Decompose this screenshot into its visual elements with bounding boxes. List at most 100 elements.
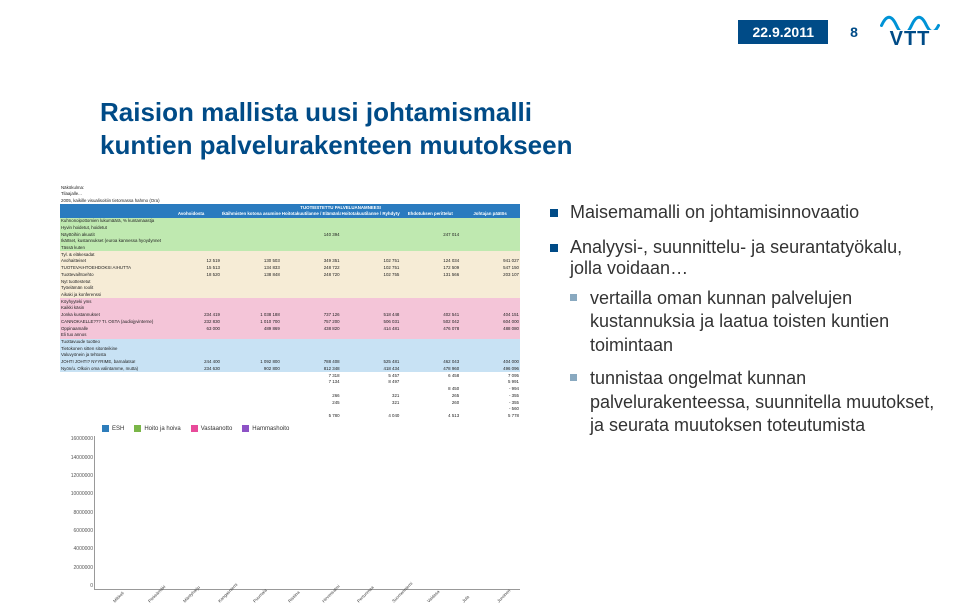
table-cell bbox=[221, 218, 281, 225]
table-cell bbox=[221, 386, 281, 393]
table-cell bbox=[161, 412, 221, 419]
table-cell bbox=[221, 251, 281, 258]
table-cell: 6 458 bbox=[400, 372, 460, 379]
table-cell: 525 481 bbox=[341, 359, 401, 366]
table-cell: 18 520 bbox=[161, 271, 221, 278]
table-cell bbox=[460, 292, 520, 299]
table-cell: 4 040 bbox=[341, 412, 401, 419]
table-cell bbox=[341, 244, 401, 251]
table-row-label: Hyvin hoidetut, hoidetut bbox=[60, 224, 161, 231]
table-cell bbox=[221, 332, 281, 339]
table-cell bbox=[400, 305, 460, 312]
table-cell: 404 151 bbox=[460, 312, 520, 319]
xtick: Jula bbox=[461, 593, 472, 604]
table-row-label: Tuottevaihtoehto bbox=[60, 271, 161, 278]
ytick: 4000000 bbox=[61, 546, 93, 552]
table-cell bbox=[460, 345, 520, 352]
table-cell bbox=[161, 191, 221, 198]
table-row-label: Kaikki käsin bbox=[60, 305, 161, 312]
ytick: 12000000 bbox=[61, 473, 93, 479]
table-cell: 496 096 bbox=[460, 365, 520, 372]
table-cell bbox=[161, 231, 221, 238]
table-row-label bbox=[60, 412, 161, 419]
content-row: Näkökulma:Tilaajalle...2005, kaikille vi… bbox=[60, 184, 936, 605]
table-cell: 102 751 bbox=[341, 265, 401, 272]
table-cell bbox=[400, 251, 460, 258]
table-cell bbox=[400, 332, 460, 339]
table-cell bbox=[221, 298, 281, 305]
table-cell bbox=[460, 298, 520, 305]
table-row-label bbox=[60, 392, 161, 399]
table-cell bbox=[281, 298, 341, 305]
table-cell bbox=[161, 345, 221, 352]
table-cell: 5 778 bbox=[460, 412, 520, 419]
xtick: Hirvensalmi bbox=[321, 593, 332, 604]
table-cell bbox=[161, 285, 221, 292]
table-cell: 502 042 bbox=[400, 318, 460, 325]
table-cell bbox=[281, 285, 341, 292]
table-cell bbox=[161, 392, 221, 399]
vtt-logo-text: VTT bbox=[890, 28, 931, 51]
table-row-label: Näyttöihin akuutit bbox=[60, 231, 161, 238]
bullet-list-level2: vertailla oman kunnan palvelujen kustann… bbox=[570, 287, 936, 437]
table-cell: - 994 bbox=[460, 386, 520, 393]
table-cell bbox=[460, 244, 520, 251]
xtick: Juroinen bbox=[496, 593, 507, 604]
table-cell bbox=[460, 352, 520, 359]
table-cell: 321 bbox=[341, 399, 401, 406]
table-cell bbox=[161, 305, 221, 312]
table-cell bbox=[341, 292, 401, 299]
bullet-list-level1: Maisemamalli on johtamisinnovaatio Analy… bbox=[550, 202, 936, 437]
table-cell bbox=[341, 285, 401, 292]
xtick: Ristiina bbox=[287, 593, 298, 604]
table-cell bbox=[460, 339, 520, 346]
table-cell: 131 566 bbox=[400, 271, 460, 278]
table-cell bbox=[161, 372, 221, 379]
table-cell bbox=[400, 339, 460, 346]
table-cell bbox=[281, 386, 341, 393]
ytick: 8000000 bbox=[61, 510, 93, 516]
table-cell: 134 833 bbox=[221, 265, 281, 272]
ytick: 14000000 bbox=[61, 455, 93, 461]
chart-plot: 0200000040000006000000800000010000000120… bbox=[94, 436, 520, 590]
table-cell: 140 394 bbox=[281, 231, 341, 238]
ytick: 16000000 bbox=[61, 436, 93, 442]
table-cell: 203 107 bbox=[460, 271, 520, 278]
table-cell bbox=[221, 231, 281, 238]
legend-label: ESH bbox=[112, 426, 124, 432]
table-cell: 5 457 bbox=[341, 372, 401, 379]
table-row-label bbox=[60, 379, 161, 386]
table-cell bbox=[400, 191, 460, 198]
table-cell: 438 820 bbox=[281, 325, 341, 332]
table-cell bbox=[221, 292, 281, 299]
table-cell bbox=[161, 339, 221, 346]
table-cell bbox=[460, 231, 520, 238]
table-cell bbox=[400, 184, 460, 191]
table-row-label: CANNOKAELLE??? TI. OSTA (audiojyvinterne… bbox=[60, 318, 161, 325]
xtick: Puumala bbox=[252, 593, 263, 604]
table-cell bbox=[400, 345, 460, 352]
table-cell: 138 848 bbox=[221, 271, 281, 278]
table-cell bbox=[341, 231, 401, 238]
table-cell bbox=[281, 332, 341, 339]
table-cell bbox=[460, 238, 520, 245]
table-cell bbox=[161, 332, 221, 339]
table-cell bbox=[221, 305, 281, 312]
table-cell: 7 134 bbox=[281, 379, 341, 386]
table-cell: 604 000 bbox=[460, 318, 520, 325]
table-row-label: Aikaki ja konferenssi bbox=[60, 292, 161, 299]
table-cell bbox=[400, 285, 460, 292]
date-badge: 22.9.2011 bbox=[738, 20, 828, 44]
table-cell: 737 126 bbox=[281, 312, 341, 319]
table-cell bbox=[281, 305, 341, 312]
table-cell bbox=[221, 224, 281, 231]
table-cell bbox=[400, 292, 460, 299]
table-cell bbox=[460, 278, 520, 285]
table-cell: 8 497 bbox=[341, 379, 401, 386]
table-row-label: Köyhyyteki yms bbox=[60, 298, 161, 305]
chart-legend: ESHHoito ja hoivaVastaanottoHammashoito bbox=[94, 425, 520, 432]
table-cell bbox=[161, 386, 221, 393]
table-cell: 1 010 700 bbox=[221, 318, 281, 325]
table-cell bbox=[341, 251, 401, 258]
table-cell bbox=[400, 244, 460, 251]
